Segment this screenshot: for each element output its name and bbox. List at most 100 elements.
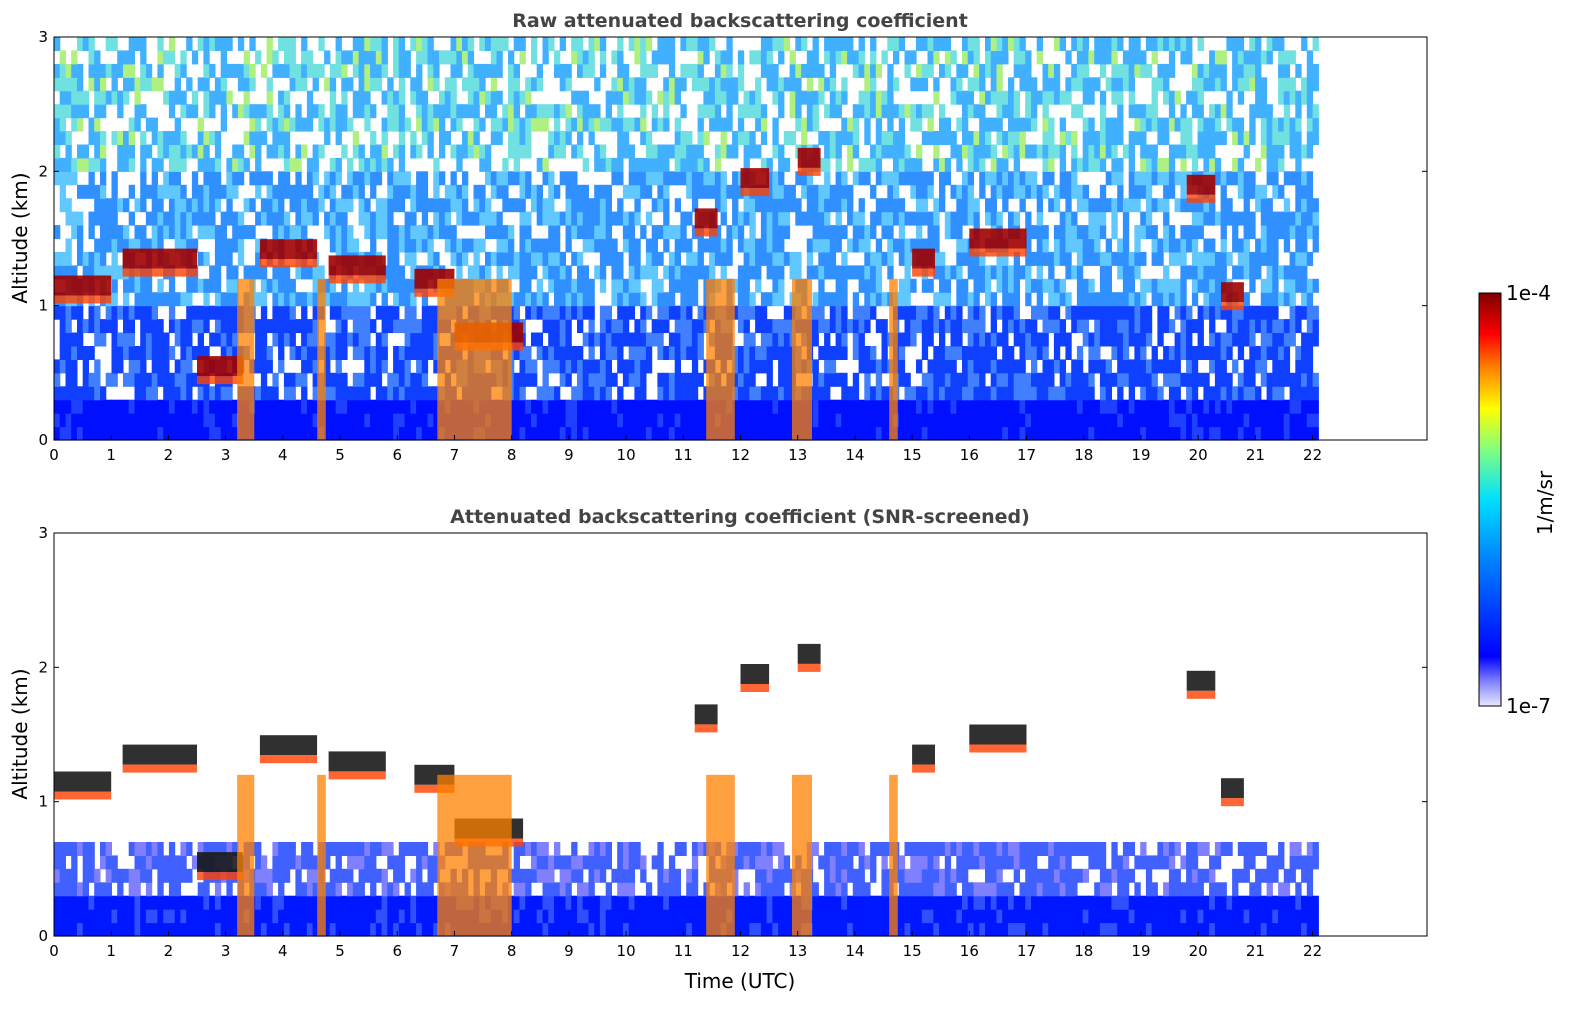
heatmap-cell bbox=[571, 225, 578, 240]
heatmap-cell bbox=[628, 305, 635, 320]
heatmap-cell bbox=[105, 198, 112, 213]
heatmap-cell bbox=[427, 399, 434, 414]
heatmap-cell bbox=[651, 413, 658, 428]
heatmap-cell bbox=[347, 292, 354, 307]
heatmap-cell bbox=[944, 413, 952, 428]
heatmap-cell bbox=[283, 332, 291, 347]
heatmap-cell bbox=[542, 117, 549, 132]
heatmap-cell bbox=[1140, 346, 1147, 360]
heatmap-cell bbox=[1088, 117, 1095, 132]
heatmap-cell bbox=[714, 63, 722, 78]
heatmap-cell bbox=[674, 386, 681, 401]
heatmap-cell bbox=[973, 265, 980, 280]
heatmap-cell bbox=[301, 211, 308, 226]
heatmap-cell bbox=[645, 171, 653, 186]
heatmap-cell bbox=[341, 399, 348, 414]
heatmap-cell bbox=[582, 225, 589, 240]
heatmap-cell bbox=[939, 319, 946, 334]
heatmap-cell bbox=[1048, 319, 1055, 334]
heatmap-cell bbox=[59, 77, 66, 92]
heatmap-cell bbox=[1186, 372, 1193, 387]
heatmap-cell bbox=[1260, 292, 1268, 307]
heatmap-cell bbox=[599, 37, 607, 51]
heatmap-cell bbox=[398, 77, 406, 92]
heatmap-cell bbox=[881, 211, 888, 226]
heatmap-cell bbox=[260, 386, 268, 401]
heatmap-cell bbox=[111, 372, 118, 387]
heatmap-cell bbox=[105, 319, 112, 334]
heatmap-cell bbox=[324, 211, 331, 226]
heatmap-cell bbox=[1134, 238, 1141, 253]
heatmap-cell bbox=[197, 198, 204, 213]
heatmap-cell bbox=[979, 386, 986, 401]
heatmap-cell bbox=[910, 184, 917, 199]
heatmap-cell bbox=[519, 184, 526, 199]
heatmap-cell bbox=[1134, 251, 1141, 266]
heatmap-cell bbox=[1180, 157, 1187, 172]
heatmap-cell bbox=[806, 90, 814, 105]
heatmap-cell bbox=[697, 265, 704, 280]
heatmap-cell bbox=[111, 426, 118, 441]
heatmap-cell bbox=[1071, 171, 1078, 186]
heatmap-cell bbox=[1272, 292, 1279, 307]
heatmap-cell bbox=[668, 426, 676, 441]
heatmap-cell bbox=[278, 399, 285, 414]
heatmap-cell bbox=[1226, 319, 1233, 334]
heatmap-cell bbox=[128, 332, 135, 347]
heatmap-cell bbox=[295, 104, 302, 119]
heatmap-cell bbox=[634, 50, 641, 65]
heatmap-cell bbox=[168, 211, 176, 226]
heatmap-cell bbox=[904, 171, 911, 186]
heatmap-cell bbox=[1031, 399, 1038, 414]
heatmap-cell bbox=[335, 359, 342, 374]
heatmap-cell bbox=[59, 50, 66, 65]
heatmap-cell bbox=[71, 117, 78, 132]
heatmap-cell bbox=[329, 157, 337, 172]
heatmap-cell bbox=[577, 292, 584, 307]
heatmap-cell bbox=[59, 868, 66, 883]
heatmap-cell bbox=[370, 144, 377, 159]
heatmap-cell bbox=[1283, 211, 1291, 226]
heatmap-cell bbox=[835, 346, 842, 360]
heatmap-cell bbox=[617, 90, 624, 105]
heatmap-cell bbox=[990, 426, 997, 441]
heatmap-cell bbox=[375, 211, 383, 226]
heatmap-cell bbox=[818, 63, 825, 78]
heatmap-cell bbox=[824, 346, 831, 360]
heatmap-cell bbox=[979, 63, 986, 78]
heatmap-cell bbox=[88, 63, 95, 78]
heatmap-cell bbox=[548, 144, 555, 159]
heatmap-cell bbox=[1237, 171, 1245, 186]
heatmap-cell bbox=[1186, 90, 1193, 105]
heatmap-cell bbox=[1191, 157, 1199, 172]
heatmap-cell bbox=[82, 265, 89, 280]
heatmap-cell bbox=[1002, 386, 1009, 401]
heatmap-cell bbox=[54, 131, 61, 145]
heatmap-cell bbox=[875, 238, 883, 253]
heatmap-cell bbox=[783, 372, 791, 387]
heatmap-cell bbox=[645, 359, 653, 374]
heatmap-cell bbox=[990, 292, 997, 307]
heatmap-cell bbox=[542, 399, 549, 414]
heatmap-cell bbox=[1036, 413, 1043, 428]
heatmap-cell bbox=[657, 157, 664, 172]
heatmap-cell bbox=[766, 225, 773, 240]
heatmap-cell bbox=[933, 305, 940, 320]
x-tick-label: 10 bbox=[617, 446, 636, 464]
heatmap-cell bbox=[260, 413, 268, 428]
heatmap-cell bbox=[260, 332, 268, 347]
heatmap-cell bbox=[54, 251, 61, 266]
heatmap-cell bbox=[577, 144, 584, 159]
heatmap-cell bbox=[622, 305, 630, 320]
heatmap-cell bbox=[766, 211, 773, 226]
heatmap-cell bbox=[559, 399, 566, 414]
heatmap-cell bbox=[789, 90, 796, 105]
heatmap-cell bbox=[364, 413, 371, 428]
heatmap-cell bbox=[1186, 265, 1193, 280]
heatmap-cell bbox=[588, 399, 595, 414]
heatmap-cell bbox=[565, 184, 572, 199]
heatmap-cell bbox=[1260, 278, 1268, 293]
heatmap-cell bbox=[956, 386, 963, 401]
heatmap-cell bbox=[875, 413, 883, 428]
heatmap-cell bbox=[1088, 144, 1095, 159]
